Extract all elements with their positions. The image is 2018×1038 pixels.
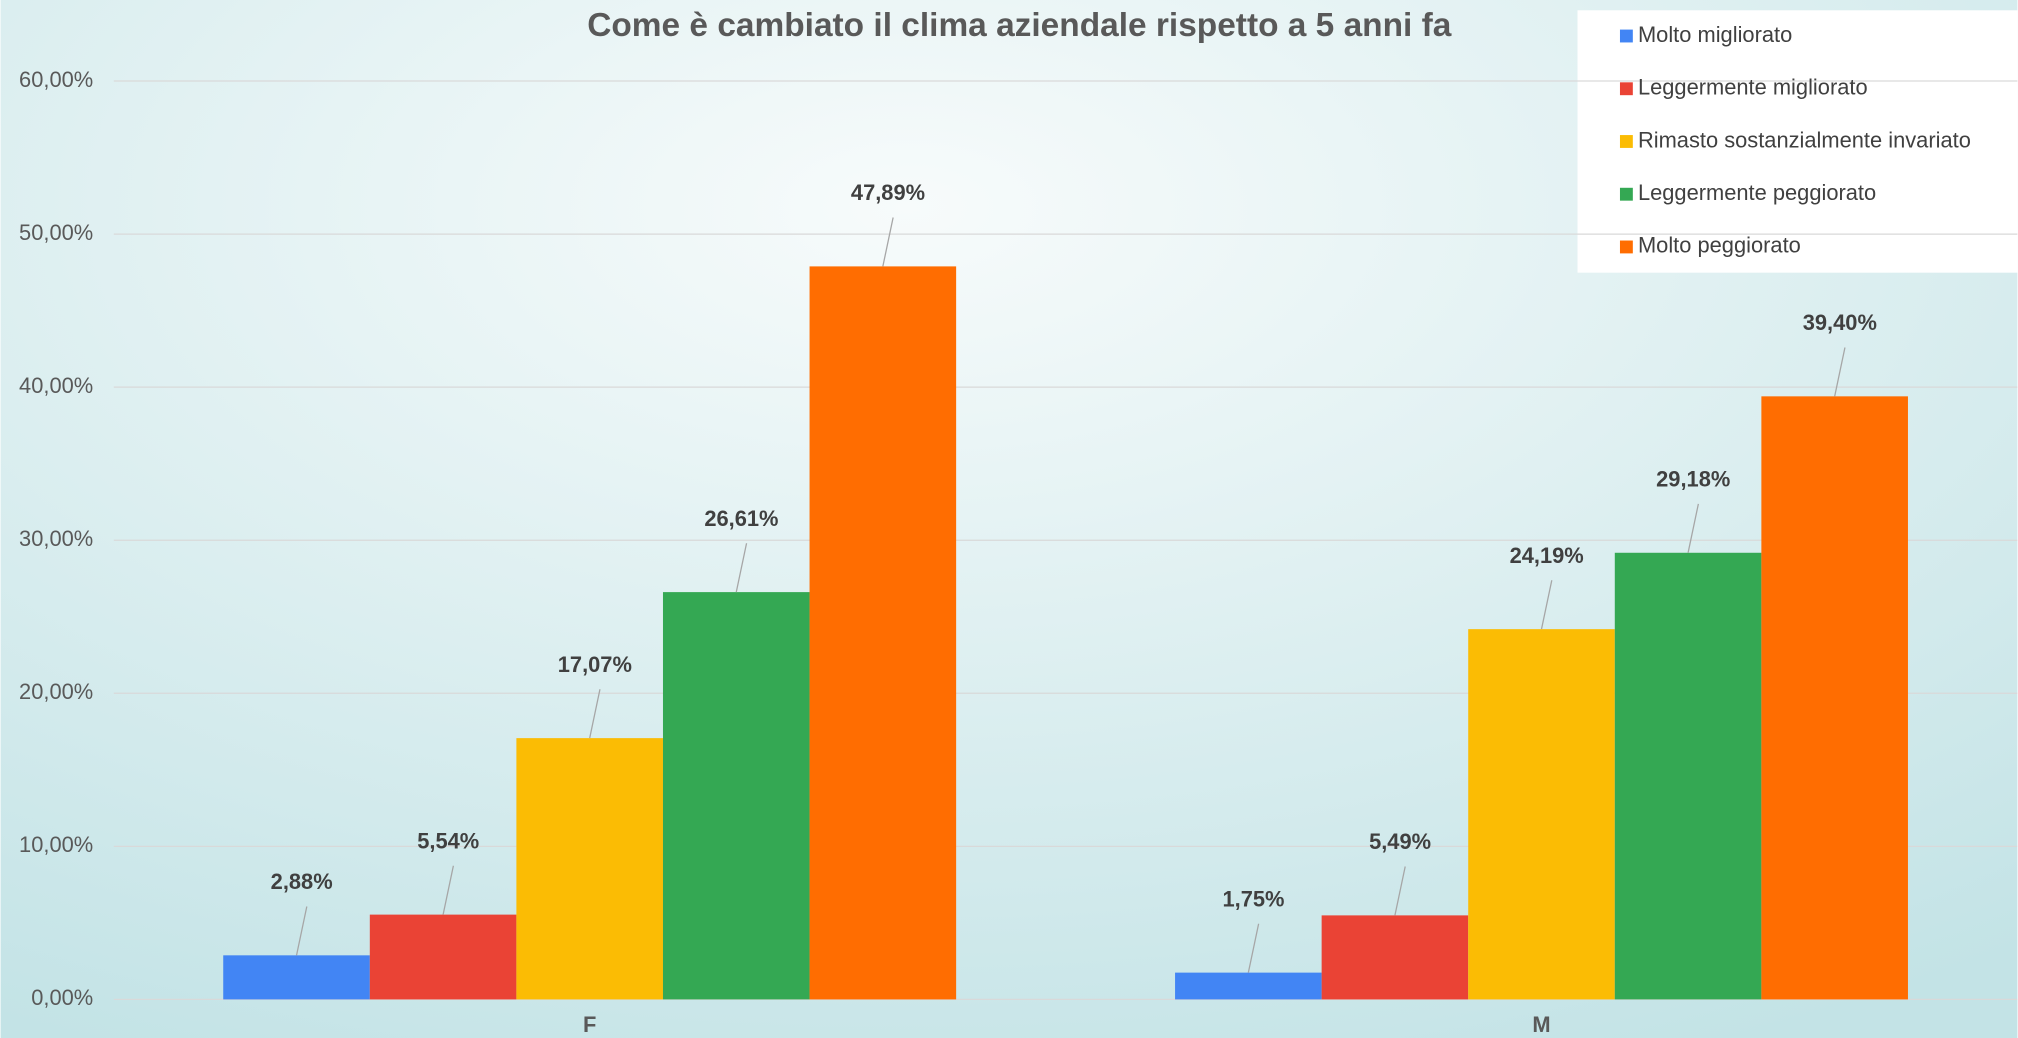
bar [223,955,370,1000]
leader-line [1687,503,1700,553]
value-label: 29,18% [1656,467,1730,492]
bar [1175,972,1322,1000]
legend-swatch [1619,29,1633,43]
legend-swatch [1619,82,1633,96]
bar [662,592,810,1000]
value-label: 5,54% [417,828,479,853]
bar [1614,552,1762,1000]
legend-label: Leggermente peggiorato [1638,180,1876,205]
chart-title: Come è cambiato il clima aziendale rispe… [587,7,1451,44]
value-label: 39,40% [1803,310,1877,335]
leader-line [1540,580,1553,630]
leader-line [442,865,455,915]
leader-line [589,689,601,739]
y-tick-label: 60,00% [19,67,93,92]
x-tick-label: F [583,1012,596,1037]
y-tick-label: 10,00% [19,832,93,857]
bar [369,914,517,1000]
legend-label: Rimasto sostanzialmente invariato [1638,127,1971,152]
legend-label: Molto peggiorato [1638,233,1801,258]
x-tick-label: M [1532,1012,1550,1037]
bar [1468,629,1615,1000]
y-tick-label: 40,00% [19,373,93,398]
legend-swatch [1619,240,1633,254]
leader-line [1247,923,1260,973]
leader-line [1834,347,1846,397]
value-label: 26,61% [704,506,778,531]
bar [809,266,957,1000]
legend-box [1577,10,2018,273]
legend-swatch [1619,135,1633,148]
value-label: 5,49% [1369,829,1431,854]
y-tick-label: 50,00% [19,220,93,245]
legend-label: Molto migliorato [1638,22,1792,47]
y-tick-label: 0,00% [31,985,93,1010]
leader-line [1394,866,1406,916]
leader-line [882,217,894,267]
y-tick-label: 20,00% [19,679,93,704]
value-label: 47,89% [851,180,925,205]
legend-swatch [1619,187,1633,201]
leader-line [735,543,748,593]
value-label: 24,19% [1510,543,1584,568]
leader-line [295,906,308,956]
legend-label: Leggermente migliorato [1638,75,1868,100]
value-label: 1,75% [1222,886,1284,911]
value-label: 17,07% [558,652,632,677]
value-label: 2,88% [271,869,333,894]
bar [1761,396,1908,1000]
bar [1321,915,1469,1000]
bar [516,738,663,1000]
y-tick-label: 30,00% [19,526,93,551]
